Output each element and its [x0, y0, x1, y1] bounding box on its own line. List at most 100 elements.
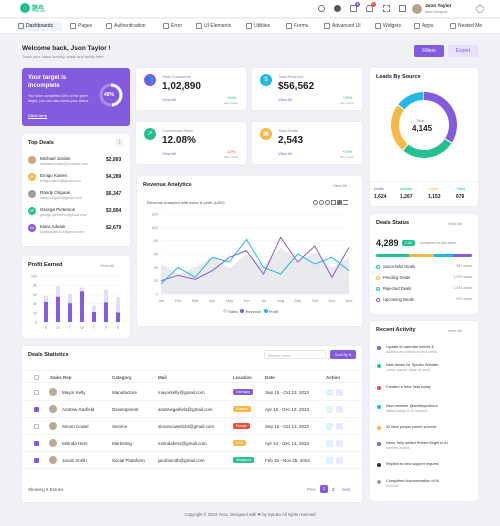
header-location[interactable]: Location	[233, 375, 252, 380]
profit-bar	[80, 287, 84, 292]
menu-pages[interactable]: Pages	[70, 22, 100, 31]
filters-button[interactable]: Filters	[414, 45, 444, 57]
showing-entries: Showing 5 Entries	[28, 487, 64, 492]
stat-view-all-link[interactable]: View All	[278, 97, 292, 102]
stat-period: this month	[224, 155, 238, 159]
x-tick-label: T	[69, 326, 72, 330]
legend-sales[interactable]: Sales	[223, 309, 238, 314]
y-tick-label: 20	[154, 278, 159, 283]
menu-nested[interactable]: Nested Me	[450, 22, 494, 31]
row-checkbox[interactable]	[34, 441, 39, 446]
selection-zoom-icon[interactable]	[325, 200, 330, 205]
x-tick-label: Apr	[209, 298, 216, 303]
table-row: Mayor Kelly Manufacture mayorkelly@gmail.c…	[22, 384, 362, 401]
menu-apps[interactable]: Apps	[414, 22, 440, 31]
user-name[interactable]: Json Taylor	[425, 4, 452, 9]
settings-gear-icon[interactable]	[476, 5, 484, 13]
menu-widgets[interactable]: Widgets	[375, 22, 407, 31]
row-checkbox[interactable]	[34, 458, 39, 463]
sales-rep-name: Mayor Kelly	[62, 390, 86, 395]
delete-icon[interactable]	[336, 457, 343, 464]
header-checkbox[interactable]	[34, 375, 39, 380]
date-cell: Apr 10 - Dec 12, 2023	[265, 407, 310, 412]
edit-icon[interactable]	[326, 457, 333, 464]
zoom-in-icon[interactable]	[313, 200, 318, 205]
notification-count-badge: 5	[371, 2, 376, 7]
pagination-prev[interactable]: Prev	[307, 487, 317, 492]
menu-authentication[interactable]: Authentication	[106, 22, 158, 31]
leads-slice-laptop	[391, 92, 457, 158]
location-badge: Europe	[233, 423, 250, 429]
zoom-out-icon[interactable]	[319, 200, 324, 205]
header-category[interactable]: Category	[112, 375, 132, 380]
profit-view-all[interactable]: View All	[100, 263, 114, 268]
legend-profit[interactable]: Profit	[263, 309, 278, 314]
stat-label: Conversion Ratio	[162, 128, 193, 133]
x-tick-label: Mar	[192, 298, 200, 303]
menu-utilities[interactable]: Utilities	[246, 22, 280, 31]
row-checkbox[interactable]	[34, 390, 39, 395]
edit-icon[interactable]	[326, 440, 333, 447]
delete-icon[interactable]	[336, 440, 343, 447]
edit-icon[interactable]	[326, 389, 333, 396]
revenue-view-all[interactable]: View All	[333, 183, 347, 188]
cart-icon[interactable]	[350, 5, 357, 12]
target-click-link[interactable]: Click here	[28, 113, 48, 118]
theme-toggle-icon[interactable]	[334, 5, 341, 12]
top-deals-menu-icon[interactable]: ⋮	[116, 139, 123, 146]
menu-dashboards[interactable]: Dashboards	[18, 22, 62, 31]
export-button[interactable]: Export	[448, 45, 478, 57]
progress-segment	[433, 254, 453, 257]
reset-home-icon[interactable]	[337, 200, 342, 205]
header-sales-rep[interactable]: Sales Rep	[50, 375, 72, 380]
profit-bar	[44, 295, 48, 302]
search-icon[interactable]	[318, 5, 325, 12]
y-tick-label: 40	[33, 302, 37, 306]
deal-value: $4,289	[106, 174, 122, 180]
pagination-next[interactable]: next	[342, 487, 351, 492]
brand-logo[interactable]	[20, 3, 30, 13]
delete-icon[interactable]	[336, 389, 343, 396]
status-label: Pending Deals	[383, 275, 411, 280]
user-role: Web Designer	[425, 10, 448, 14]
table-row: Simon Cowel Service simoncowel234@gmail.co…	[22, 418, 362, 435]
chart-menu-icon[interactable]	[343, 200, 348, 205]
nested-menu-icon	[450, 23, 456, 29]
notification-icon[interactable]	[366, 5, 373, 12]
delete-icon[interactable]	[336, 423, 343, 430]
legend-revenue[interactable]: Revenue	[240, 309, 262, 314]
stat-view-all-link[interactable]: View All	[278, 151, 292, 156]
menu-advanced-ui[interactable]: Advanced UI	[324, 22, 368, 31]
header-date[interactable]: Date	[265, 375, 275, 380]
x-tick-label: S	[117, 326, 120, 330]
edit-icon[interactable]	[326, 423, 333, 430]
x-tick-label: T	[93, 326, 96, 330]
fullscreen-icon[interactable]	[399, 5, 406, 12]
menu-forms[interactable]: Forms	[286, 22, 318, 31]
menu-ui-elements[interactable]: UI Elements	[196, 22, 240, 31]
activity-view-all[interactable]: View All	[448, 328, 462, 333]
pagination-page-1[interactable]: 1	[320, 485, 328, 493]
row-checkbox[interactable]	[34, 407, 39, 412]
header-action[interactable]: Action	[326, 375, 340, 380]
header-mail[interactable]: Mail	[158, 375, 167, 380]
user-avatar[interactable]	[412, 4, 422, 14]
deals-search-input[interactable]: Search Here	[264, 350, 326, 359]
profit-bar	[92, 305, 96, 312]
menu-error[interactable]: Error	[163, 22, 191, 31]
activity-text: Update of calendar events &	[386, 345, 434, 349]
activity-dot	[377, 405, 381, 409]
x-tick-label: Jun	[243, 298, 249, 303]
stat-view-all-link[interactable]: View All	[162, 97, 176, 102]
sort-by-button[interactable]: Sort By ▾	[330, 350, 356, 359]
row-checkbox[interactable]	[34, 424, 39, 429]
location-badge: Germany	[233, 389, 253, 395]
deals-status-view-all[interactable]: View All	[448, 221, 462, 226]
delete-icon[interactable]	[336, 406, 343, 413]
pan-hand-icon[interactable]	[331, 200, 336, 205]
pagination-page-2[interactable]: 2	[332, 487, 335, 492]
apps-grid-icon[interactable]	[383, 5, 390, 12]
stat-view-all-link[interactable]: View All	[162, 151, 176, 156]
location-badge: USA	[233, 440, 246, 446]
edit-icon[interactable]	[326, 406, 333, 413]
